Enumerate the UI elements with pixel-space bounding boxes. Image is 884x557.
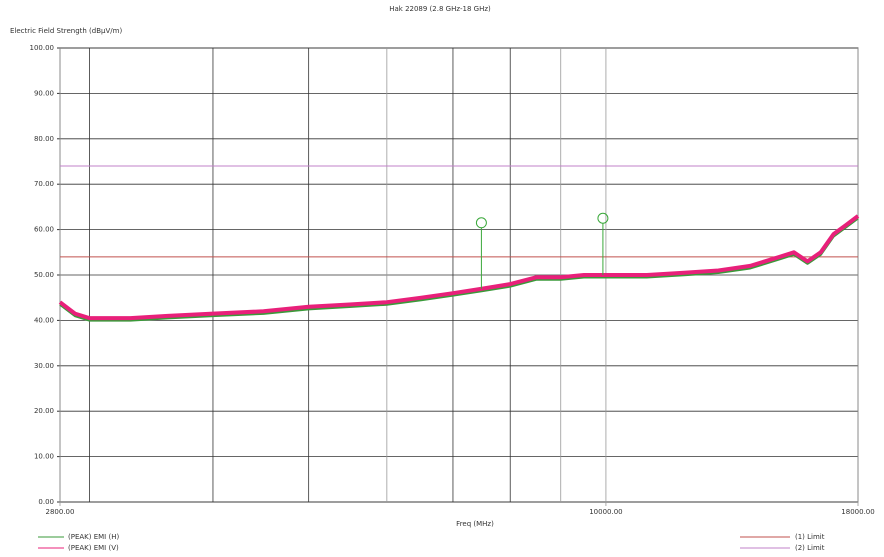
x-tick-label: 10000.00 (589, 508, 622, 516)
peak-marker (597, 212, 609, 224)
legend-label: (PEAK) EMI (H) (68, 533, 119, 541)
x-axis-label: Freq (MHz) (456, 520, 494, 528)
peak-marker (475, 217, 487, 229)
series-line (58, 214, 860, 321)
legend-label: (2) Limit (795, 544, 825, 552)
legend-label: (1) Limit (795, 533, 825, 541)
legend-label: (PEAK) EMI (V) (68, 544, 119, 552)
y-tick-label: 90.00 (34, 89, 54, 97)
y-tick-label: 10.00 (34, 453, 54, 461)
y-tick-label: 40.00 (34, 316, 54, 324)
y-tick-label: 100.00 (30, 44, 55, 52)
y-tick-label: 0.00 (38, 498, 54, 506)
y-tick-label: 80.00 (34, 135, 54, 143)
y-tick-label: 70.00 (34, 180, 54, 188)
x-tick-label: 2800.00 (46, 508, 75, 516)
y-tick-label: 20.00 (34, 407, 54, 415)
y-axis-label: Electric Field Strength (dBμV/m) (10, 27, 122, 35)
x-tick-label: 18000.00 (841, 508, 874, 516)
y-tick-label: 60.00 (34, 226, 54, 234)
chart-title: Hak 22089 (2.8 GHz-18 GHz) (389, 5, 491, 13)
y-tick-label: 30.00 (34, 362, 54, 370)
y-tick-label: 50.00 (34, 271, 54, 279)
